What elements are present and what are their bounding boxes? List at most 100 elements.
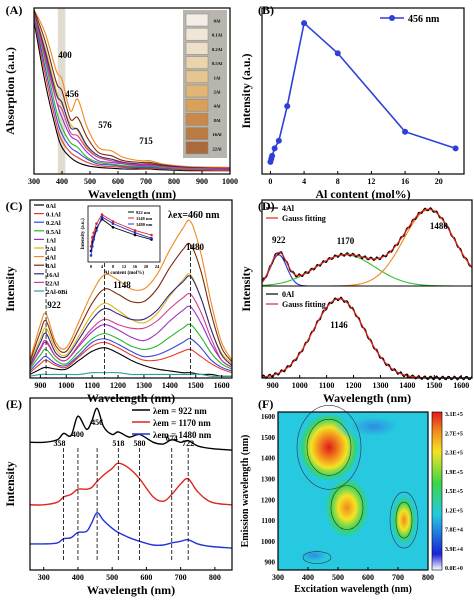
panel-c-line-4Al xyxy=(29,219,233,361)
panel-a-swatch xyxy=(185,84,209,98)
panel-a-swatch xyxy=(185,42,209,55)
panel-c-peak-label: 1480 xyxy=(186,242,205,252)
panel-b-legend-marker xyxy=(389,15,395,21)
panel-b-point xyxy=(301,20,308,27)
panel-b-frame xyxy=(261,7,465,175)
panel-e-ylabel: Intensity xyxy=(3,461,17,506)
panel-c-inset-point xyxy=(150,233,153,237)
panel-c-inset-tick-label: 8 xyxy=(112,264,115,269)
panel-f-xlabel: Excitation wavelength (nm) xyxy=(294,584,412,595)
panel-c-inset-tick-label: 24 xyxy=(155,264,160,269)
panel-f-contour xyxy=(330,485,364,530)
panel-f-ytick-label: 1200 xyxy=(261,496,276,504)
panel-d-x-tick-label: 1600 xyxy=(453,381,469,390)
panel-c-inset-point xyxy=(92,238,96,241)
panel-c-line-22Al xyxy=(29,293,233,368)
panel-a-swatch xyxy=(185,113,209,126)
panel-f-colorbar-label: 1.5E+5 xyxy=(445,489,463,495)
panel-f-x-tick-label: 800 xyxy=(422,573,434,582)
panel-f-ytick-label: 1100 xyxy=(261,517,275,525)
panel-d-top-legend-label: 4Al xyxy=(282,204,295,213)
panel-c-legend-label: 2Al-0Bi xyxy=(46,289,68,296)
panel-c-line-16Al xyxy=(29,275,233,366)
panel-a-swatch xyxy=(185,56,209,69)
panel-c-legend-label: 0.2Al xyxy=(46,220,61,227)
panel-e-legend-label: λem = 1480 nm xyxy=(153,430,212,440)
panel-c-inset-point xyxy=(111,225,115,229)
panel-b-xlabel: Al content (mol%) xyxy=(315,187,410,201)
panel-a-swatch xyxy=(185,98,209,112)
panel-a-x-tick-label: 300 xyxy=(28,177,40,186)
panel-c-inset-point xyxy=(91,245,94,248)
panel-b-legend-label: 456 nm xyxy=(408,14,440,25)
panel-e-peak-label: 722 xyxy=(182,439,194,448)
panel-c-line-0.5Al xyxy=(29,323,233,370)
panel-f-colorbar-label: 3.1E+5 xyxy=(445,412,463,418)
panel-f-x-tick-label: 500 xyxy=(332,573,344,582)
panel-c-inset-legend-label: 1480 nm xyxy=(136,222,153,227)
panel-c-x-tick-label: 1400 xyxy=(162,381,178,390)
panel-a-letter: (A) xyxy=(6,3,23,17)
panel-e-peak-label: 358 xyxy=(54,439,66,448)
panel-f-letter: (F) xyxy=(258,397,273,411)
panel-c-inset-ylabel: Intensity (a.u.) xyxy=(81,218,86,250)
panel-a-line-0.2Al xyxy=(33,16,231,171)
panel-d-x-tick-label: 1300 xyxy=(372,381,388,390)
panel-e-peak-label: 580 xyxy=(134,439,146,448)
panel-e-line-1 xyxy=(29,462,233,506)
panel-d-bottom-legend-label: Gauss fitting xyxy=(282,300,326,309)
panel-b-point xyxy=(284,103,291,110)
panel-a-line-16Al xyxy=(33,11,231,170)
panel-c-legend-label: 0.5Al xyxy=(46,229,61,236)
panel-d-frame xyxy=(261,199,473,379)
panel-a-swatch-label: 1Al xyxy=(214,75,221,80)
panel-d-peak-label: 1170 xyxy=(337,236,355,246)
panel-c-ylabel: Intensity xyxy=(3,266,17,311)
panel-f-colorbar-label: 7.8E+4 xyxy=(445,528,463,534)
panel-f-ylabel: Emission wavelength (nm) xyxy=(240,435,251,548)
panel-a-swatch-label: 16Al xyxy=(213,132,223,137)
panel-d-top-fit xyxy=(261,208,473,283)
panel-e-x-tick-label: 500 xyxy=(106,573,118,582)
panel-a-line-4Al xyxy=(33,9,231,168)
panel-b-x-tick-label: 16 xyxy=(401,177,409,186)
panel-c-inset-point xyxy=(100,213,104,216)
panel-c-inset-point xyxy=(111,222,115,225)
panel-c-inset-tick-label: 12 xyxy=(122,264,127,269)
panel-a-swatch-label: 22Al xyxy=(213,146,223,151)
panel-c-inset-point xyxy=(150,236,153,240)
panel-f-colorbar-label: 2.3E+5 xyxy=(445,451,463,457)
panel-d-top-data xyxy=(261,207,473,282)
panel-f-colorbar-label: 0.0E+0 xyxy=(445,566,463,572)
panel-b-point xyxy=(334,50,341,57)
panel-f-contour xyxy=(389,491,419,549)
panel-e-xlabel: Wavelength (nm) xyxy=(87,583,175,597)
panel-b-point xyxy=(275,137,282,144)
panel-f-x-tick-label: 400 xyxy=(302,573,314,582)
panel-f-ytick-label: 1600 xyxy=(261,413,276,421)
panel-a-swatch-label: 8Al xyxy=(214,118,221,123)
panel-c-legend-label: 0Al xyxy=(46,203,56,210)
panel-d-x-tick-label: 1500 xyxy=(426,381,442,390)
panel-f-ytick-label: 1400 xyxy=(261,455,276,463)
panel-e-line-2 xyxy=(29,512,233,549)
panel-e-peak-label: 456 xyxy=(91,418,103,427)
panel-e-x-tick-label: 600 xyxy=(140,573,152,582)
panel-c-legend-label: 16Al xyxy=(46,272,59,279)
panel-e-peak-label: 674 xyxy=(166,434,178,443)
panel-a-xlabel: Wavelength (nm) xyxy=(88,187,176,201)
panel-c-inset-tick-label: 4 xyxy=(101,264,104,269)
panel-c-inset-point xyxy=(91,235,94,239)
panel-f-ytick-label: 1500 xyxy=(261,434,276,442)
panel-c-line-0.2Al xyxy=(29,338,233,372)
panel-e-peak-label: 400 xyxy=(72,430,84,439)
panel-f-contour xyxy=(302,551,332,564)
panel-d-x-tick-label: 900 xyxy=(267,381,279,390)
panel-c-x-tick-label: 900 xyxy=(34,381,46,390)
panel-e-x-tick-label: 700 xyxy=(175,573,187,582)
panel-a-swatch-label: 0.1Al xyxy=(212,33,223,38)
panel-f-blob xyxy=(292,545,336,566)
panel-b-x-tick-label: 20 xyxy=(435,177,443,186)
panel-a-x-tick-label: 400 xyxy=(56,177,68,186)
panel-d-top-legend-label: Gauss fitting xyxy=(282,214,326,223)
